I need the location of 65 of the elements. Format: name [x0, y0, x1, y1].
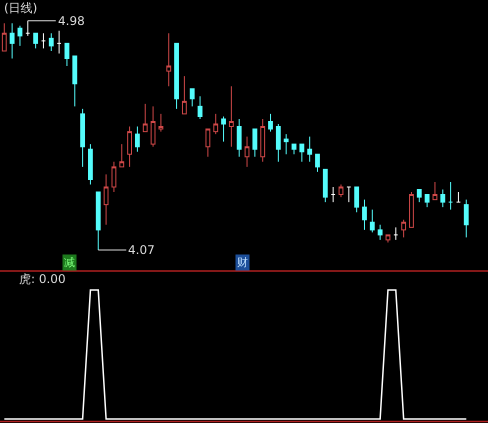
candlestick	[119, 144, 124, 168]
candlestick	[424, 194, 430, 208]
candlestick	[18, 25, 22, 46]
candlestick	[244, 136, 250, 168]
candlestick	[456, 192, 461, 203]
candlestick	[260, 118, 266, 162]
candlestick	[182, 76, 187, 114]
candlestick	[80, 108, 86, 168]
candlestick	[158, 113, 164, 132]
candlestick	[378, 224, 383, 240]
candlestick	[362, 199, 367, 230]
candlestick	[448, 181, 454, 210]
candlestick	[315, 154, 320, 172]
candlestick	[354, 186, 360, 213]
text: 减	[64, 256, 75, 269]
candlestick	[213, 113, 218, 135]
candlestick	[307, 136, 312, 162]
candlestick	[142, 103, 148, 132]
candlestick	[104, 174, 109, 226]
candlestick	[166, 32, 172, 87]
candlestick	[346, 186, 352, 203]
candlestick	[190, 88, 195, 107]
candlestick	[276, 124, 281, 162]
text: 财	[237, 256, 248, 269]
candlestick	[401, 219, 406, 238]
candlestick	[393, 226, 398, 240]
candlestick	[112, 161, 116, 193]
candlestick	[48, 32, 54, 52]
candlestick	[64, 42, 70, 67]
annotation: 4.07	[128, 243, 155, 257]
chart-title: 虎: 0.00	[19, 272, 66, 286]
candlestick	[134, 126, 140, 152]
candlestick	[41, 32, 46, 49]
candlestick	[150, 106, 156, 148]
candlestick	[299, 144, 304, 162]
candlestick	[33, 32, 38, 49]
candlestick	[464, 199, 469, 238]
candlestick	[292, 144, 296, 155]
candlestick	[432, 181, 438, 200]
candlestick	[322, 168, 328, 203]
candlestick	[56, 30, 62, 54]
candlestick	[409, 192, 414, 228]
candlestick	[174, 42, 179, 110]
candlestick	[338, 184, 344, 198]
candlestick	[88, 144, 93, 185]
candlestick	[252, 128, 258, 158]
candlestick	[72, 55, 78, 107]
candlestick	[127, 126, 132, 168]
annotation: 4.98	[58, 14, 85, 28]
candlestick	[198, 96, 202, 120]
candlestick	[284, 134, 289, 155]
candlestick	[221, 116, 226, 142]
candlestick	[96, 192, 101, 250]
candlestick	[440, 189, 446, 208]
candlestick	[228, 86, 234, 148]
candlestick	[25, 20, 30, 36]
candlestick	[386, 234, 390, 243]
candlestick	[370, 209, 375, 233]
chart-title: (日线)	[4, 1, 38, 15]
candlestick	[205, 128, 210, 158]
candlestick	[268, 113, 273, 132]
candlestick	[10, 22, 15, 59]
candlestick	[236, 118, 242, 158]
candlestick	[330, 186, 336, 203]
candlestick	[416, 189, 422, 203]
